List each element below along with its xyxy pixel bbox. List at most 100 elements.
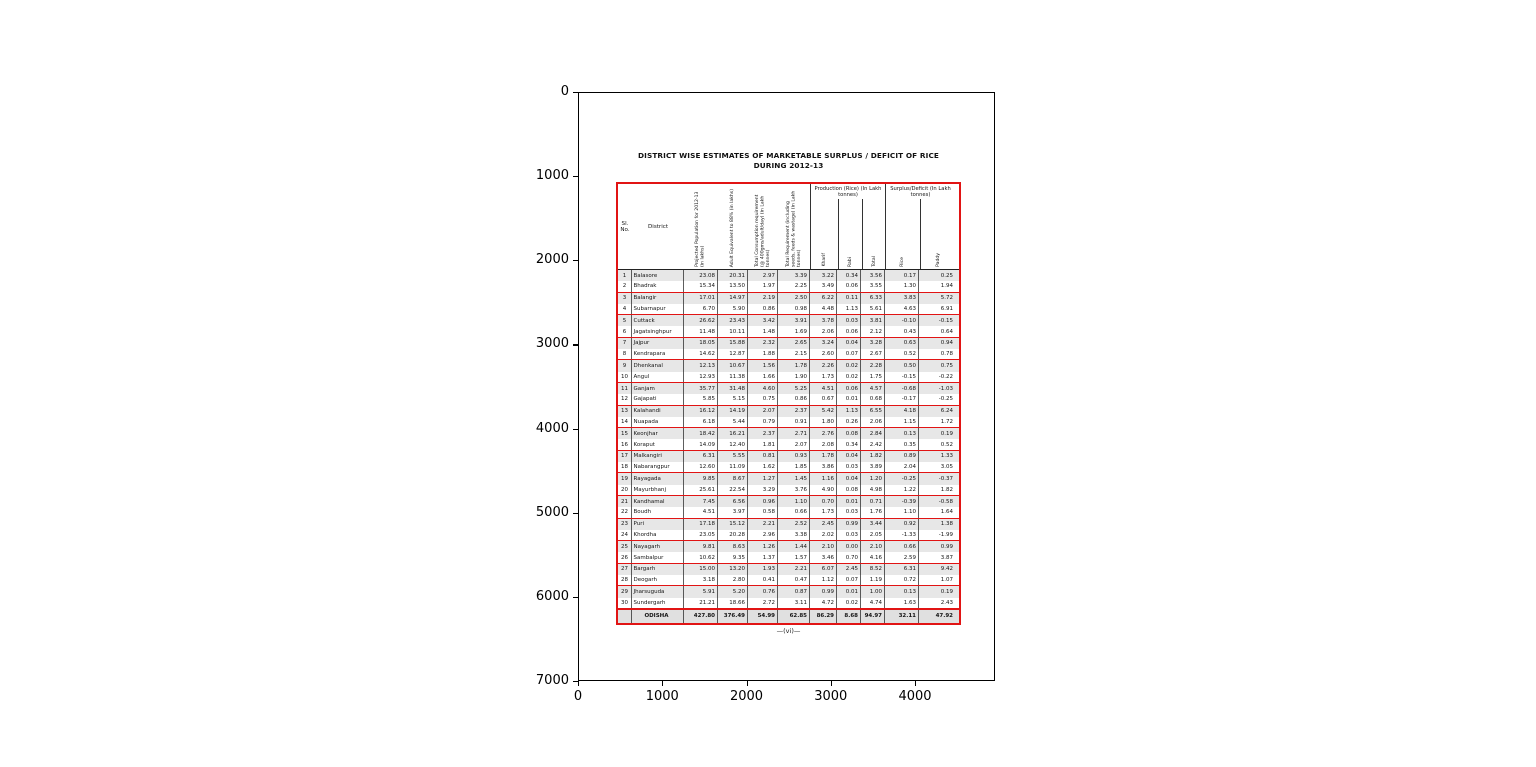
cell-paddy: -0.58: [938, 498, 953, 505]
cell-rabi: 0.08: [837, 428, 861, 440]
cell-sl: 21: [618, 495, 632, 508]
cell-paddy: 3.87: [940, 554, 953, 561]
cell-paddy: 0.64: [940, 328, 953, 335]
cell-req: 0.98: [778, 303, 810, 315]
cell-sl: 28: [618, 575, 632, 586]
cell-rice: 1.15: [885, 416, 919, 428]
cell-rice: 0.89: [885, 450, 919, 463]
cell-cons: 2.32: [748, 337, 778, 350]
cell-pop: 4.51: [684, 507, 718, 518]
cell-rice: 0.13: [885, 428, 919, 440]
cell-sl: 29: [618, 586, 632, 598]
cell-cons: 0.81: [748, 450, 778, 463]
cell-total: 3.55: [861, 281, 885, 292]
cell-rice: -0.25: [885, 473, 919, 485]
cell-pop: 26.62: [684, 315, 718, 327]
cell-req: 2.65: [778, 337, 810, 350]
cell-req: 1.85: [778, 462, 810, 473]
cell-kharif: 2.02: [810, 529, 837, 541]
cell-rice: -1.33: [885, 529, 919, 541]
cell-pop: 25.61: [684, 484, 718, 495]
cell-pop: 12.13: [684, 360, 718, 372]
cell-cons: 2.96: [748, 529, 778, 541]
cell-district: Balangir: [632, 292, 684, 304]
header-district: District: [647, 223, 669, 230]
cell-total: 0.68: [861, 394, 885, 405]
cell-req: 2.15: [778, 349, 810, 360]
table-title-line1: DISTRICT WISE ESTIMATES OF MARKETABLE SU…: [638, 151, 939, 160]
cell-cons: 1.27: [748, 473, 778, 485]
cell-rice: 4.63: [885, 303, 919, 315]
table-title-line2: DURING 2012-13: [753, 160, 824, 170]
cell-total: 1.82: [861, 450, 885, 463]
y-axis-tick-mark: [573, 428, 578, 430]
table-row: 24 Khordha 23.05 20.28 2.96 3.38 2.02 0.03 2.05-…: [618, 529, 959, 542]
cell-adult: 9.35: [718, 552, 748, 563]
cell-paddy: 1.33: [940, 453, 953, 460]
table-row: 12 Gajapati 5.85 5.15 0.75 0.86 0.67 0.01 0.68 -0…: [618, 394, 959, 406]
cell-pop: 11.48: [684, 326, 718, 337]
cell-rice: 32.11: [885, 609, 919, 623]
header-surplus-deficit-label: Surplus/Deficit (In Lakh tonnes): [890, 186, 951, 198]
cell-rice: 6.31: [885, 563, 919, 576]
cell-cons: 0.58: [748, 507, 778, 518]
table-header-row: Sl. No. District Projected Population fo…: [618, 184, 959, 270]
cell-paddy: 1.64: [940, 509, 953, 516]
cell-kharif: 3.49: [810, 281, 837, 292]
cell-adult: 8.67: [718, 473, 748, 485]
table-row: ODISHA 427.80 376.49 54.99 62.85 86.29 8.68 94.…: [618, 608, 959, 623]
cell-total: 1.75: [861, 371, 885, 382]
cell-adult: 20.28: [718, 529, 748, 541]
cell-kharif: 4.48: [810, 303, 837, 315]
cell-rice: 4.18: [885, 405, 919, 417]
cell-req: 2.52: [778, 518, 810, 530]
table-row: 1 Balasore 23.08 20.31 2.97 3.39 3.22 0.34 3.56 0…: [618, 270, 959, 282]
cell-pop: 18.42: [684, 428, 718, 440]
cell-adult: 8.63: [718, 541, 748, 553]
cell-district: Sambalpur: [632, 552, 684, 563]
cell-paddy: 0.94: [940, 340, 953, 347]
cell-total: 6.33: [861, 292, 885, 304]
table-row: 11 Ganjam 35.77 31.48 4.60 5.25 4.51 0.06 4.57 -0…: [618, 382, 959, 395]
cell-paddy: -0.37: [938, 475, 953, 482]
y-axis-tick-label: 0: [560, 84, 569, 99]
cell-adult: 5.44: [718, 416, 748, 428]
cell-district: Boudh: [632, 507, 684, 518]
table-row: 26 Sambalpur 10.62 9.35 1.37 1.57 3.46 0.70 4.16…: [618, 552, 959, 564]
cell-paddy: 1.72: [940, 419, 953, 425]
cell-paddy: 0.52: [940, 441, 953, 448]
cell-rabi: 0.06: [837, 281, 861, 292]
cell-cons: 1.37: [748, 552, 778, 563]
cell-district: Kendrapara: [632, 349, 684, 360]
cell-rabi: 0.02: [837, 360, 861, 372]
cell-cons: 2.21: [748, 518, 778, 530]
table-row: 4 Subarnapur 6.70 5.90 0.86 0.98 4.48 1.13 5.61 4…: [618, 303, 959, 316]
cell-total: 2.42: [861, 439, 885, 450]
cell-total: 2.28: [861, 360, 885, 372]
cell-req: 3.11: [778, 597, 810, 608]
cell-paddy: -0.22: [938, 373, 953, 380]
cell-rabi: 0.34: [837, 270, 861, 282]
x-axis-tick-mark: [746, 681, 748, 686]
cell-kharif: 4.51: [810, 382, 837, 395]
cell-district: Gajapati: [632, 394, 684, 405]
cell-cons: 1.48: [748, 326, 778, 337]
cell-rice: 0.50: [885, 360, 919, 372]
cell-sl: 14: [618, 416, 632, 428]
cell-adult: 20.31: [718, 270, 748, 282]
cell-adult: 10.67: [718, 360, 748, 372]
cell-rice: 0.13: [885, 586, 919, 598]
cell-total: 4.16: [861, 552, 885, 563]
page-number-caption: —(vi)—: [776, 627, 801, 635]
cell-cons: 4.60: [748, 382, 778, 395]
table-row: 17 Malkangiri 6.31 5.55 0.81 0.93 1.78 0.04 1.82…: [618, 450, 959, 463]
cell-total: 3.28: [861, 337, 885, 350]
y-axis-tick-label: 2000: [535, 252, 569, 268]
cell-rice: 0.17: [885, 270, 919, 282]
cell-paddy: 2.43: [940, 599, 953, 606]
cell-cons: 2.07: [748, 405, 778, 417]
table-row: 15 Keonjhar 18.42 16.21 2.37 2.71 2.76 0.08 2.84…: [618, 428, 959, 440]
table-row: 23 Puri 17.18 15.12 2.21 2.52 2.45 0.99 3.44 0.92…: [618, 518, 959, 530]
cell-pop: 12.60: [684, 462, 718, 473]
cell-kharif: 2.60: [810, 349, 837, 360]
